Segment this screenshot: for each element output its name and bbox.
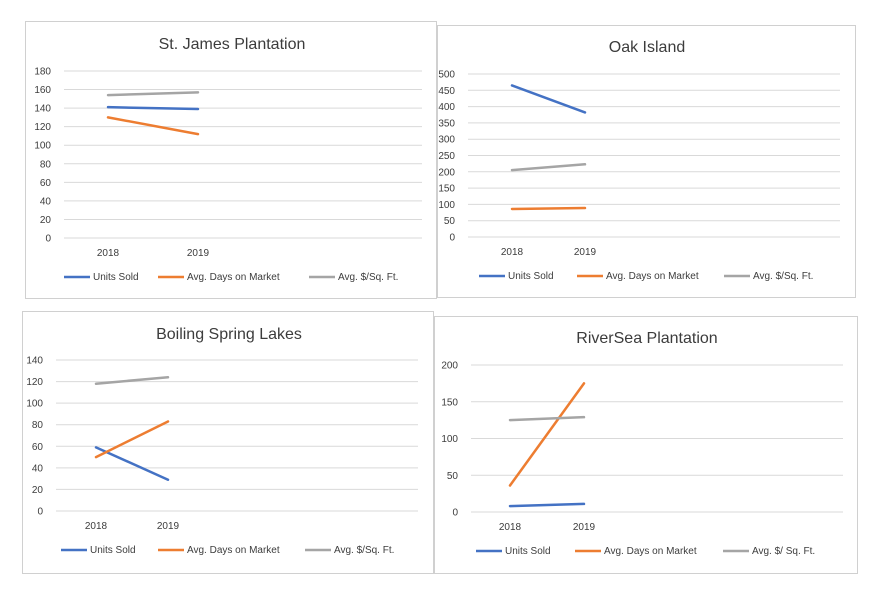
y-tick-label: 250 [438,151,455,162]
chart-title: Oak Island [609,39,685,56]
legend-label: Avg. Days on Market [187,272,280,283]
legend-label: Avg. $/Sq. Ft. [338,272,398,283]
x-tick-label: 2018 [501,247,524,258]
y-tick-label: 0 [452,508,458,519]
chart-panel-boiling-spring-lakes: Boiling Spring Lakes 0 20 40 60 80 100 120 140 20… [22,311,434,574]
series-line [106,91,200,97]
series-line [106,105,200,111]
y-tick-label: 0 [449,233,455,244]
y-tick-label: 50 [444,216,456,227]
chart-title: St. James Plantation [159,36,306,53]
series-line [94,376,170,385]
series-line [508,382,586,487]
y-tick-label: 80 [32,420,44,431]
y-tick-label: 100 [34,141,51,152]
chart-title: RiverSea Plantation [576,330,717,347]
y-tick-label: 100 [26,399,43,410]
legend-label: Avg. Days on Market [187,545,280,556]
y-tick-label: 350 [438,118,455,129]
y-tick-label: 400 [438,102,455,113]
series-line [508,415,586,422]
legend-label: Avg. $/ Sq. Ft. [752,546,815,557]
chart-panel-oak-island: Oak Island 0 50 100 150 200 250 300 350 400 450 500… [437,25,856,298]
y-tick-label: 40 [40,196,52,207]
y-tick-label: 200 [441,361,458,372]
chart-panel-st-james: St. James Plantation 0 20 40 60 80 100 120 140 16… [25,21,437,299]
legend-label: Avg. $/Sq. Ft. [753,271,813,282]
x-tick-label: 2019 [574,247,597,258]
legend-label: Units Sold [508,271,554,282]
y-tick-label: 120 [34,122,51,133]
y-tick-label: 0 [45,234,51,245]
chart-panel-riversea: RiverSea Plantation 0 50 100 150 200 2018 2019 U… [434,316,858,574]
y-tick-label: 60 [32,442,44,453]
legend-label: Avg. Days on Market [604,546,697,557]
x-tick-label: 2019 [157,521,180,532]
x-tick-label: 2018 [97,248,120,259]
y-tick-label: 60 [40,178,52,189]
legend-label: Units Sold [93,272,139,283]
series-line [94,420,170,459]
legend-label: Avg. Days on Market [606,271,699,282]
y-tick-label: 300 [438,135,455,146]
y-tick-label: 150 [441,397,458,408]
y-tick-label: 150 [438,184,455,195]
y-tick-label: 100 [438,200,455,211]
y-tick-label: 450 [438,86,455,97]
y-tick-label: 80 [40,159,52,170]
y-tick-label: 140 [34,104,51,115]
series-line [510,163,587,172]
series-line [508,502,586,508]
x-tick-label: 2019 [573,522,596,533]
series-line [106,116,200,136]
y-tick-label: 160 [34,85,51,96]
y-tick-label: 20 [40,215,52,226]
chart-title: Boiling Spring Lakes [156,326,302,343]
x-tick-label: 2018 [85,521,108,532]
series-line [510,206,587,211]
x-tick-label: 2019 [187,248,210,259]
x-tick-label: 2018 [499,522,522,533]
legend-label: Avg. $/Sq. Ft. [334,545,394,556]
y-tick-label: 100 [441,434,458,445]
series-line [94,446,170,481]
line-chart: St. James Plantation 0 20 40 60 80 100 120 140 16… [34,36,422,283]
line-chart: Oak Island 0 50 100 150 200 250 300 350 400 450 500… [438,39,840,282]
y-tick-label: 140 [26,356,43,367]
y-tick-label: 20 [32,485,44,496]
y-tick-label: 0 [37,507,43,518]
y-tick-label: 50 [447,471,459,482]
y-tick-label: 500 [438,70,455,81]
y-tick-label: 40 [32,463,44,474]
line-chart: RiverSea Plantation 0 50 100 150 200 2018 2019 U… [441,330,843,557]
series-line [510,84,587,114]
y-tick-label: 180 [34,67,51,78]
line-chart: Boiling Spring Lakes 0 20 40 60 80 100 120 140 20… [26,326,418,556]
y-tick-label: 200 [438,167,455,178]
legend-label: Units Sold [90,545,136,556]
legend-label: Units Sold [505,546,551,557]
y-tick-label: 120 [26,377,43,388]
